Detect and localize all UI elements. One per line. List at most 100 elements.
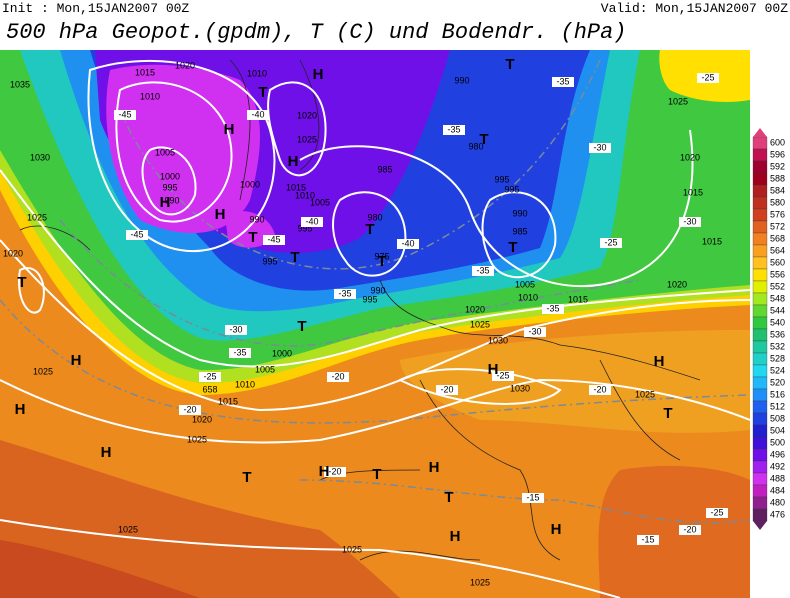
colorbar-label: 588	[770, 173, 785, 183]
colorbar-swatch	[752, 412, 768, 426]
isobar-label: 1025	[470, 577, 490, 587]
isobar-label: 975	[374, 251, 389, 261]
colorbar-label: 536	[770, 329, 785, 339]
temperature-label: -35	[556, 76, 569, 86]
isobar-label: 1015	[683, 187, 703, 197]
temperature-label: -20	[683, 524, 696, 534]
temperature-label: -35	[447, 124, 460, 134]
isobar-label: 990	[164, 195, 179, 205]
colorbar-swatch	[752, 208, 768, 222]
temperature-label: -25	[710, 507, 723, 517]
temperature-label-box	[301, 217, 323, 227]
pressure-center: H	[488, 361, 499, 378]
pressure-center: T	[258, 84, 267, 101]
colorbar-swatch	[752, 280, 768, 294]
pressure-center: T	[17, 274, 26, 291]
colorbar-swatch	[752, 244, 768, 258]
isobar-label: 1020	[3, 248, 23, 258]
isobar-label: 1005	[515, 279, 535, 289]
temperature-label-box	[229, 348, 251, 358]
temperature-label: -25	[203, 371, 216, 381]
temperature-label-box	[524, 327, 546, 337]
isobar-label: 1015	[568, 294, 588, 304]
colorbar-swatch	[752, 340, 768, 354]
isobar-label: 1010	[247, 68, 267, 78]
temperature-label-box	[126, 230, 148, 240]
temperature-label: -30	[593, 142, 606, 152]
pressure-center: H	[224, 121, 235, 138]
colorbar-swatch	[752, 136, 768, 150]
temperature-label-box	[472, 266, 494, 276]
isobar-label: 1000	[240, 179, 260, 189]
temperature-label-box	[225, 325, 247, 335]
colorbar-swatch	[752, 220, 768, 234]
temperature-label-box	[542, 304, 564, 314]
colorbar-label: 552	[770, 281, 785, 291]
isobar-label: 1035	[10, 79, 30, 89]
colorbar-swatch	[752, 316, 768, 330]
temperature-label-box	[600, 238, 622, 248]
isobar-label: 1015	[218, 396, 238, 406]
isobar-label: 995	[262, 256, 277, 266]
isobar-label: 980	[367, 212, 382, 222]
colorbar-swatch	[752, 292, 768, 306]
temperature-label-box	[637, 535, 659, 545]
temperature-label-box	[114, 110, 136, 120]
isobar-label: 985	[377, 164, 392, 174]
isobar-label: 1025	[470, 319, 490, 329]
isobar-label: 995	[494, 174, 509, 184]
isobar-label: 1030	[488, 335, 508, 345]
pressure-center: T	[444, 489, 453, 506]
isobar-label: 1025	[118, 524, 138, 534]
colorbar-swatch	[752, 172, 768, 186]
colorbar-swatch	[752, 160, 768, 174]
temperature-label: -15	[526, 492, 539, 502]
pressure-center: T	[290, 249, 299, 266]
temperature-label-box	[706, 508, 728, 518]
map-labels: 1035101510201010101010051000995990100099…	[3, 56, 728, 587]
colorbar-label: 508	[770, 413, 785, 423]
pressure-center: H	[15, 401, 26, 418]
temperature-label-box	[522, 493, 544, 503]
colorbar-label: 564	[770, 245, 785, 255]
temperature-label: -35	[338, 288, 351, 298]
colorbar-swatch	[752, 268, 768, 282]
colorbar-swatch	[752, 460, 768, 474]
pressure-center: H	[313, 66, 324, 83]
colorbar-label: 544	[770, 305, 785, 315]
isobar-label: 1025	[187, 434, 207, 444]
temperature-label-box	[247, 110, 269, 120]
isobar-label: 1005	[155, 147, 175, 157]
pressure-center: H	[429, 459, 440, 476]
isobar-label: 1020	[465, 304, 485, 314]
colorbar-label: 520	[770, 377, 785, 387]
colorbar-swatch	[752, 424, 768, 438]
temperature-label-box	[679, 525, 701, 535]
isobar-label: 995	[362, 294, 377, 304]
colorbar-swatch	[752, 364, 768, 378]
temperature-label: -30	[528, 326, 541, 336]
pressure-center: T	[508, 239, 517, 256]
colorbar-label: 492	[770, 461, 785, 471]
temperature-label: -30	[683, 216, 696, 226]
isobar-label: 1005	[310, 197, 330, 207]
temperature-label: -25	[604, 237, 617, 247]
temperature-label-box	[263, 235, 285, 245]
colorbar-swatch	[752, 484, 768, 498]
colorbar-label: 524	[770, 365, 785, 375]
colorbar-swatch	[752, 436, 768, 450]
temperature-label-box	[327, 372, 349, 382]
temperature-label: -20	[183, 404, 196, 414]
temperature-label-box	[179, 405, 201, 415]
colorbar-label: 480	[770, 497, 785, 507]
colorbar-label: 496	[770, 449, 785, 459]
isobar-label: 1025	[342, 544, 362, 554]
temperature-label-box	[443, 125, 465, 135]
colorbar-swatch	[752, 352, 768, 366]
pressure-center: H	[288, 153, 299, 170]
pressure-center: H	[215, 206, 226, 223]
temperature-label: -25	[701, 72, 714, 82]
colorbar: 600 596 592 588 584 580 576 572 568 564 560 556 552 5…	[752, 128, 785, 530]
colorbar-swatch	[752, 400, 768, 414]
